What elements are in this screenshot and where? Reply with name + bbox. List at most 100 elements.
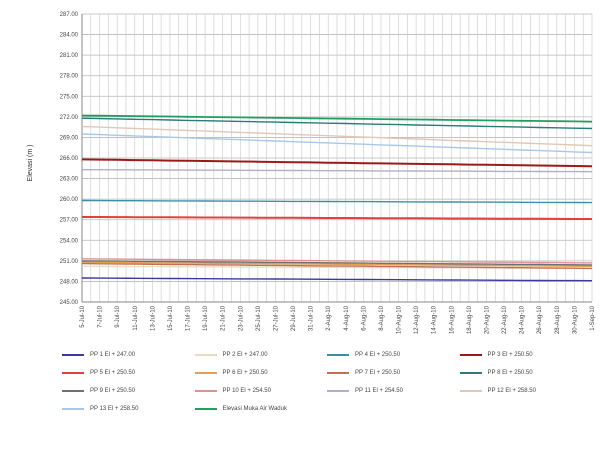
legend-swatch: [459, 390, 482, 392]
x-tick-label: 21-Jul-10: [221, 305, 227, 331]
legend-label: PP 5 El + 250.50: [90, 370, 136, 376]
y-axis-ticks: 245.00 248.00 251.00 254.00 257.00 260.00 263.…: [60, 12, 79, 306]
legend-item: PP 6 El + 250.50: [194, 367, 328, 379]
x-tick-label: 5-Jul-10: [80, 305, 86, 327]
x-tick-label: 25-Jul-10: [256, 305, 262, 331]
legend-swatch: [327, 372, 349, 374]
legend-item: PP 11 El + 254.50: [327, 385, 460, 397]
x-tick-label: 7-Jul-10: [98, 305, 104, 327]
series-line-11: [82, 168, 593, 173]
x-tick-label: 19-Jul-10: [203, 305, 209, 331]
legend-label: PP 6 El + 250.50: [222, 370, 268, 376]
legend-label: PP 13 El + 258.50: [90, 406, 139, 412]
series-line-13: [81, 133, 593, 154]
legend-label: PP 12 El + 258.50: [487, 388, 536, 394]
legend-swatch: [62, 372, 84, 374]
series-line-1: [81, 277, 593, 282]
legend-swatch: [327, 390, 349, 392]
legend-label: PP 1 El + 247.00: [90, 352, 136, 358]
legend-label: PP 9 El + 250.50: [90, 388, 136, 394]
x-tick-label: 6-Aug-10: [361, 305, 367, 330]
legend-item: PP 4 El + 250.50: [327, 349, 460, 361]
x-tick-label: 27-Jul-10: [273, 305, 279, 331]
legend-item: PP 12 El + 258.50: [459, 385, 593, 397]
y-tick-label: 287.00: [60, 12, 79, 18]
y-tick-label: 275.00: [60, 94, 79, 100]
y-tick-label: 245.00: [60, 300, 79, 306]
legend-item: PP 1 El + 247.00: [62, 349, 195, 361]
y-tick-label: 272.00: [60, 115, 79, 121]
legend-item: Elevasi Muka Air Waduk: [194, 403, 328, 415]
y-tick-label: 254.00: [60, 238, 79, 244]
legend-label: PP 8 El + 250.50: [487, 370, 533, 376]
x-tick-label: 15-Jul-10: [168, 305, 174, 331]
vertical-gridlines: [81, 14, 593, 303]
y-tick-label: 284.00: [60, 33, 79, 39]
series-line-10: [81, 258, 593, 264]
series-line-6: [81, 261, 593, 267]
legend-swatch: [62, 408, 84, 410]
legend-item: PP 9 El + 250.50: [62, 385, 195, 397]
x-tick-label: 31-Jul-10: [309, 305, 315, 331]
series-line-4: [81, 158, 593, 168]
x-tick-label: 30-Aug-10: [572, 305, 578, 334]
series-lines: [81, 114, 593, 282]
y-tick-label: 281.00: [60, 53, 79, 59]
x-tick-label: 22-Aug-10: [502, 305, 508, 334]
y-tick-label: 257.00: [60, 218, 79, 224]
y-axis-label: Elevasi (m ): [27, 145, 34, 182]
legend-item: PP 8 El + 250.50: [459, 367, 593, 379]
y-tick-label: 263.00: [60, 177, 79, 183]
legend-label: PP 10 El + 254.50: [222, 388, 271, 394]
series-line-12: [81, 125, 593, 147]
x-tick-label: 14-Aug-10: [432, 305, 438, 334]
legend-swatch: [327, 354, 349, 356]
legend-label: PP 4 El + 250.50: [355, 352, 401, 358]
y-tick-label: 260.00: [60, 197, 79, 203]
series-line-5: [82, 216, 592, 220]
y-tick-label: 278.00: [60, 74, 79, 80]
x-tick-label: 20-Aug-10: [484, 305, 490, 334]
x-tick-label: 8-Aug-10: [379, 305, 385, 330]
series-line-3: [81, 199, 593, 204]
x-tick-label: 24-Aug-10: [520, 305, 526, 334]
legend-item: PP 10 El + 254.50: [194, 385, 328, 397]
line-chart: 245.00 248.00 251.00 254.00 257.00 260.00 263.…: [27, 12, 596, 334]
x-tick-label: 2-Aug-10: [326, 305, 332, 330]
series-line-8: [81, 117, 593, 130]
legend-swatch: [459, 372, 482, 374]
x-tick-label: 4-Aug-10: [344, 305, 350, 330]
x-tick-label: 23-Jul-10: [238, 305, 244, 331]
series-line-9: [81, 260, 593, 266]
series-line-14: [81, 114, 593, 123]
legend-item: PP 3 El + 250.50: [459, 349, 593, 361]
x-tick-label: 1-Sep-10: [590, 305, 596, 330]
legend-item: PP 7 El + 250.50: [327, 367, 460, 379]
legend-swatch: [62, 354, 84, 356]
x-tick-label: 16-Aug-10: [449, 305, 455, 334]
legend-label: PP 2 El + 247.00: [222, 352, 268, 358]
x-tick-label: 11-Jul-10: [133, 305, 139, 330]
legend-label: PP 7 El + 250.50: [355, 370, 401, 376]
x-tick-label: 10-Aug-10: [397, 305, 403, 334]
y-tick-label: 248.00: [60, 279, 79, 285]
y-tick-label: 266.00: [60, 156, 79, 162]
y-tick-label: 269.00: [60, 135, 79, 141]
legend-item: PP 13 El + 258.50: [62, 403, 195, 415]
legend-swatch: [194, 372, 217, 374]
legend-swatch: [194, 408, 217, 410]
x-tick-label: 12-Aug-10: [414, 305, 420, 334]
legend-label: PP 3 El + 250.50: [487, 352, 533, 358]
legend-swatch: [459, 354, 482, 356]
x-tick-label: 18-Aug-10: [467, 305, 473, 334]
x-tick-label: 13-Jul-10: [150, 305, 156, 331]
legend-swatch: [62, 390, 84, 392]
x-tick-label: 9-Jul-10: [115, 305, 121, 327]
legend-item: PP 5 El + 250.50: [62, 367, 195, 379]
x-axis-ticks: 5-Jul-10 7-Jul-10 9-Jul-10 11-Jul-10 13-Jul-…: [80, 305, 596, 334]
legend-label: Elevasi Muka Air Waduk: [222, 406, 287, 412]
x-tick-label: 17-Jul-10: [186, 305, 192, 331]
series-line-7: [81, 262, 593, 270]
legend-swatch: [194, 390, 217, 392]
chart-legend: PP 1 El + 247.00 PP 2 El + 247.00 PP 4 El …: [62, 349, 592, 415]
